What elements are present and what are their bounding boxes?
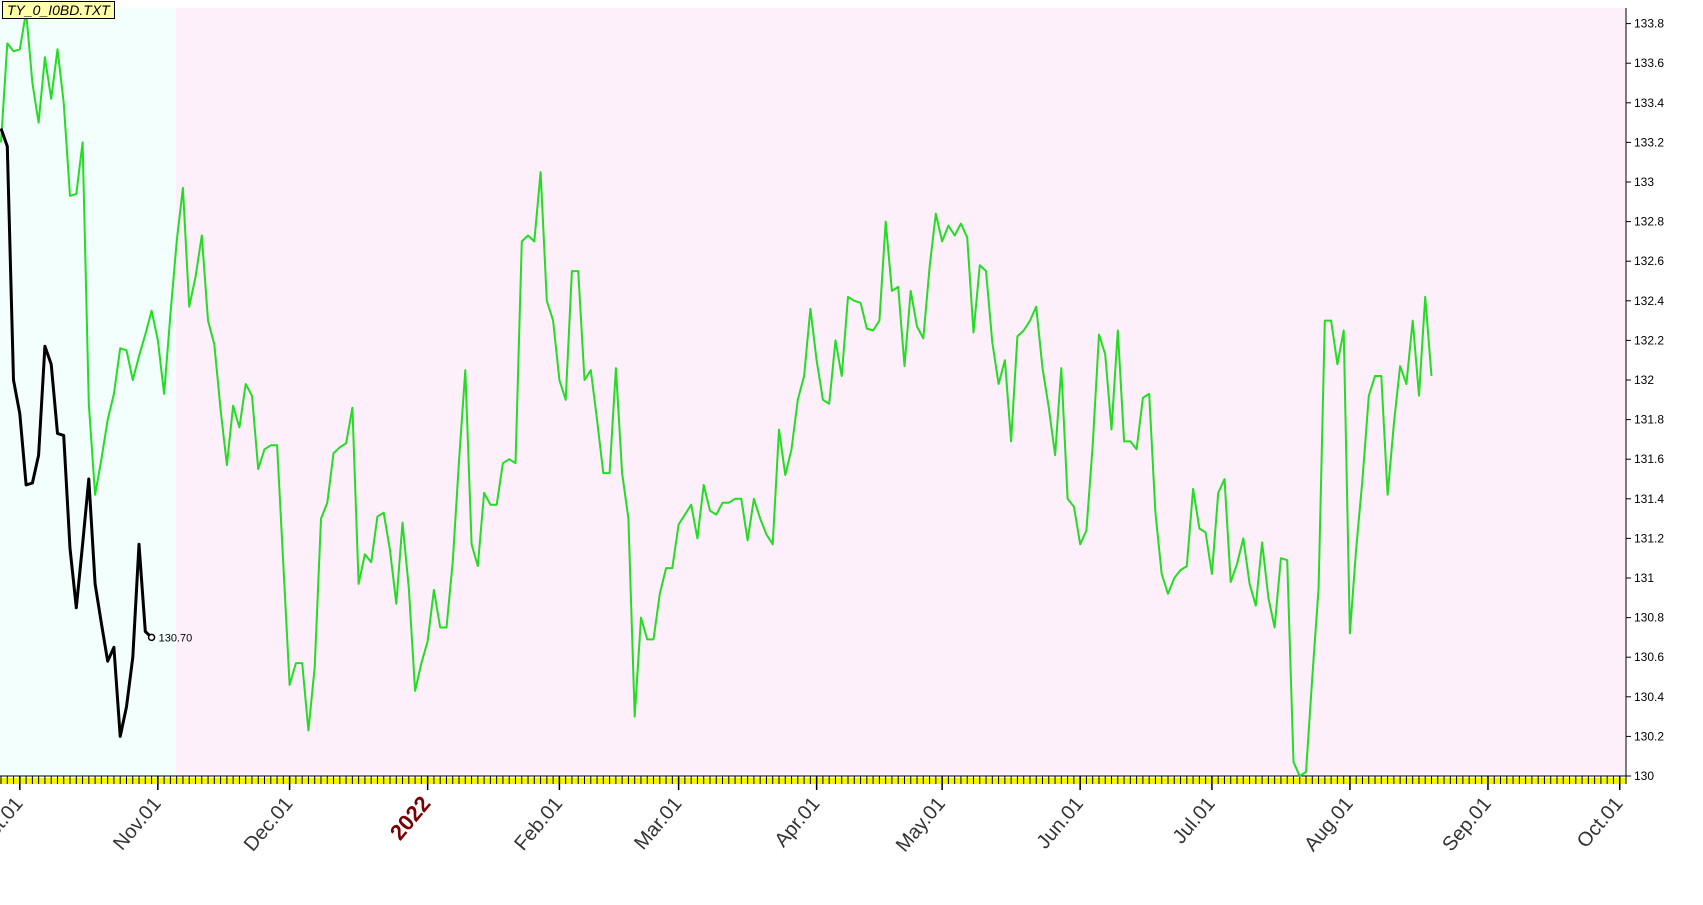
y-tick-label: 130.8: [1634, 611, 1664, 625]
green-series-line: [0, 10, 1433, 777]
x-month-label: Jun.01: [1033, 793, 1088, 853]
y-tick-label: 133.4: [1634, 96, 1664, 110]
y-tick-label: 132.8: [1634, 215, 1664, 229]
y-tick-label: 130.2: [1634, 729, 1664, 743]
series-layer: [0, 10, 1433, 777]
x-month-label: Nov.01: [109, 793, 166, 855]
chart-title: TY_0_I0BD.TXT: [2, 1, 115, 19]
x-month-label: Oct.01: [0, 793, 28, 852]
x-year-label: 2022: [385, 791, 436, 845]
x-month-label: Apr.01: [770, 793, 824, 851]
last-value-dot: [147, 633, 156, 642]
y-tick-label: 132.6: [1634, 254, 1664, 268]
last-value-label: 130.70: [159, 632, 193, 644]
y-tick-label: 132: [1634, 373, 1654, 387]
y-tick-label: 131.6: [1634, 452, 1664, 466]
y-tick-label: 130.4: [1634, 690, 1664, 704]
y-tick-label: 131.4: [1634, 492, 1664, 506]
y-tick-label: 133.6: [1634, 56, 1664, 70]
y-tick-label: 133.2: [1634, 135, 1664, 149]
black-series-line: [0, 128, 153, 738]
x-month-label: Feb.01: [510, 793, 567, 855]
x-axis-tick-band: [0, 778, 1626, 784]
y-tick-label: 131.8: [1634, 413, 1664, 427]
x-month-label: Dec.01: [240, 793, 298, 856]
y-tick-label: 131.2: [1634, 531, 1664, 545]
x-month-label: Aug.01: [1300, 793, 1358, 856]
y-tick-label: 132.2: [1634, 333, 1664, 347]
y-tick-label: 133.8: [1634, 17, 1664, 31]
x-month-label: Mar.01: [630, 793, 686, 854]
y-axis: 130 130.2 130.4 130.6 130.8 131 131.2 131.4 131.…: [1625, 8, 1664, 784]
y-tick-label: 132.4: [1634, 294, 1664, 308]
y-tick-label: 130: [1634, 769, 1654, 783]
y-tick-label: 133: [1634, 175, 1654, 189]
x-axis: Oct.01 Nov.01 Dec.01 2022 Feb.01 Mar.01 Apr.01…: [0, 775, 1628, 856]
x-month-label: Oct.01: [1573, 793, 1628, 852]
forecast-background: [176, 8, 1626, 776]
x-month-label: Sep.01: [1438, 793, 1496, 856]
x-month-label: Jul.01: [1169, 793, 1220, 848]
last-value-marker: 130.70: [147, 632, 193, 644]
x-month-label: May.01: [892, 793, 950, 856]
y-tick-label: 131: [1634, 571, 1654, 585]
y-tick-label: 130.6: [1634, 650, 1664, 664]
